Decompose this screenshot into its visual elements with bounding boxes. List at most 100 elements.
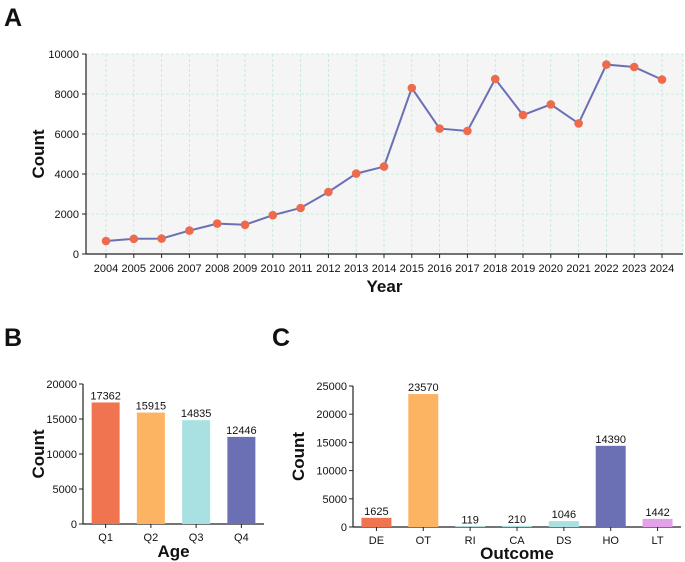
y-tick-label: 10000 bbox=[46, 449, 77, 461]
x-tick-label: DS bbox=[556, 535, 571, 547]
data-point-a bbox=[212, 219, 222, 228]
x-tick-label-a: 2012 bbox=[316, 263, 340, 275]
ticks-c: 0 5000 10000 15000 20000 25000 DE OT RI CA DS HO LT bbox=[316, 381, 663, 547]
x-axis-label-c: Outcome bbox=[480, 544, 554, 562]
y-axis-label-c: Count bbox=[289, 432, 308, 481]
x-tick-label: OT bbox=[416, 535, 432, 547]
bar-ri bbox=[455, 526, 486, 527]
y-tick-label-a: 2000 bbox=[55, 209, 79, 221]
x-tick-label-a: 2014 bbox=[372, 263, 396, 275]
data-point-a bbox=[463, 126, 472, 136]
data-point-a bbox=[657, 75, 667, 84]
data-point-a bbox=[574, 119, 583, 128]
y-tick-label-a: 6000 bbox=[55, 129, 79, 141]
y-tick-label: 25000 bbox=[316, 381, 347, 393]
bar-ca bbox=[502, 525, 532, 527]
panel-label-b: B bbox=[4, 324, 22, 352]
x-tick-label-a: 2021 bbox=[566, 263, 590, 275]
bar-value-label: 210 bbox=[508, 514, 526, 526]
y-tick-label: 10000 bbox=[316, 466, 347, 478]
x-axis-label-b: Age bbox=[157, 542, 189, 561]
ticks-b: 0 5000 10000 15000 20000 Q1 Q2 Q3 Q4 bbox=[46, 379, 248, 544]
x-tick-label-a: 2008 bbox=[205, 263, 229, 275]
data-point-a bbox=[602, 60, 611, 69]
bar-value-label: 119 bbox=[461, 514, 479, 526]
axes-c bbox=[352, 386, 681, 528]
x-tick-label-a: 2023 bbox=[622, 263, 646, 275]
data-point-a bbox=[240, 220, 250, 230]
grid-a bbox=[86, 53, 684, 254]
x-axis-label-a: Year bbox=[367, 277, 403, 296]
bar-q2 bbox=[136, 412, 165, 524]
bar-de bbox=[361, 517, 392, 527]
x-tick-label: Q4 bbox=[234, 532, 249, 544]
x-tick-label-a: 2007 bbox=[177, 263, 201, 275]
data-point-a bbox=[351, 169, 361, 178]
y-tick-label-a: 8000 bbox=[55, 89, 79, 101]
x-tick-label-a: 2015 bbox=[400, 263, 424, 275]
y-tick-label: 20000 bbox=[316, 409, 347, 421]
x-tick-label-a: 2013 bbox=[344, 263, 368, 275]
bar-value-label: 14390 bbox=[595, 434, 626, 446]
x-tick-label-a: 2004 bbox=[94, 263, 118, 275]
bar-value-label: 1625 bbox=[364, 506, 388, 518]
y-tick-label: 15000 bbox=[316, 437, 347, 449]
x-tick-label: RI bbox=[465, 535, 476, 547]
x-tick-label-a: 2006 bbox=[149, 263, 173, 275]
data-point-a bbox=[518, 110, 528, 120]
bar-value-label: 14835 bbox=[181, 408, 212, 420]
x-tick-label-a: 2010 bbox=[261, 263, 285, 275]
y-tick-label: 5000 bbox=[53, 484, 77, 496]
y-axis-label-a: Count bbox=[29, 129, 48, 178]
x-tick-label-a: 2009 bbox=[233, 263, 257, 275]
data-point-a bbox=[157, 234, 166, 243]
y-tick-label: 0 bbox=[71, 519, 77, 531]
y-tick-label-a: 4000 bbox=[55, 169, 79, 181]
data-point-a bbox=[101, 236, 111, 246]
data-point-a bbox=[629, 62, 639, 72]
y-tick-label-a: 10000 bbox=[48, 49, 79, 61]
x-tick-label: CA bbox=[509, 535, 525, 547]
bar-ds bbox=[548, 521, 579, 527]
bar-value-label: 15915 bbox=[136, 401, 167, 413]
bar-value-label: 1046 bbox=[552, 509, 576, 521]
data-point-a bbox=[129, 234, 139, 244]
bar-q3 bbox=[182, 420, 211, 524]
bar-q1 bbox=[91, 402, 120, 524]
data-point-a bbox=[185, 226, 194, 235]
series-a bbox=[101, 60, 667, 246]
bar-q4 bbox=[227, 436, 256, 524]
x-tick-label: LT bbox=[652, 535, 664, 547]
bar-value-label: 1442 bbox=[645, 507, 669, 519]
data-point-a bbox=[296, 203, 305, 213]
bars-b: 17362 15915 14835 12446 bbox=[90, 390, 257, 524]
bar-ot bbox=[408, 394, 439, 527]
plot-area-a bbox=[86, 54, 683, 254]
data-point-a bbox=[324, 187, 333, 197]
data-point-a bbox=[379, 162, 389, 171]
bar-value-label: 12446 bbox=[226, 425, 257, 437]
x-tick-label-a: 2019 bbox=[511, 263, 535, 275]
x-tick-label: Q1 bbox=[98, 532, 113, 544]
ticks-a: 0 2000 4000 6000 8000 10000 2004 2005 2006 2007 20… bbox=[48, 49, 674, 275]
line-chart-a: 0 2000 4000 6000 8000 10000 2004 2005 2006 2007 20… bbox=[29, 49, 684, 296]
x-tick-label-a: 2022 bbox=[594, 263, 618, 275]
data-point-a bbox=[435, 124, 444, 133]
bar-value-label: 23570 bbox=[408, 382, 439, 394]
y-tick-label: 0 bbox=[341, 522, 347, 534]
panel-label-a: A bbox=[4, 4, 22, 32]
y-tick-label: 15000 bbox=[46, 414, 77, 426]
x-tick-label-a: 2017 bbox=[455, 263, 479, 275]
data-point-a bbox=[490, 74, 500, 84]
bar-ho bbox=[595, 445, 626, 527]
x-tick-label: Q2 bbox=[144, 532, 159, 544]
data-point-a bbox=[268, 210, 278, 220]
y-axis-label-b: Count bbox=[29, 429, 48, 478]
x-tick-label-a: 2011 bbox=[289, 263, 313, 275]
x-tick-label-a: 2016 bbox=[427, 263, 451, 275]
y-tick-label-a: 0 bbox=[73, 249, 79, 261]
x-tick-label: DE bbox=[369, 535, 384, 547]
